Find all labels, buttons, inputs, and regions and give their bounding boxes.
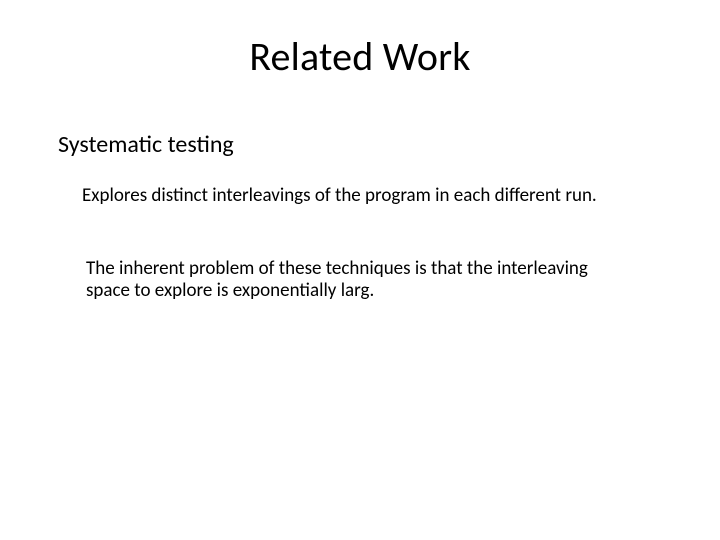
slide: Related Work Systematic testing Explores… xyxy=(0,0,720,540)
body-paragraph-1: Explores distinct interleavings of the p… xyxy=(82,185,642,207)
body-paragraph-2: The inherent problem of these techniques… xyxy=(86,258,606,303)
section-subheading: Systematic testing xyxy=(58,130,234,159)
slide-title: Related Work xyxy=(0,32,720,81)
